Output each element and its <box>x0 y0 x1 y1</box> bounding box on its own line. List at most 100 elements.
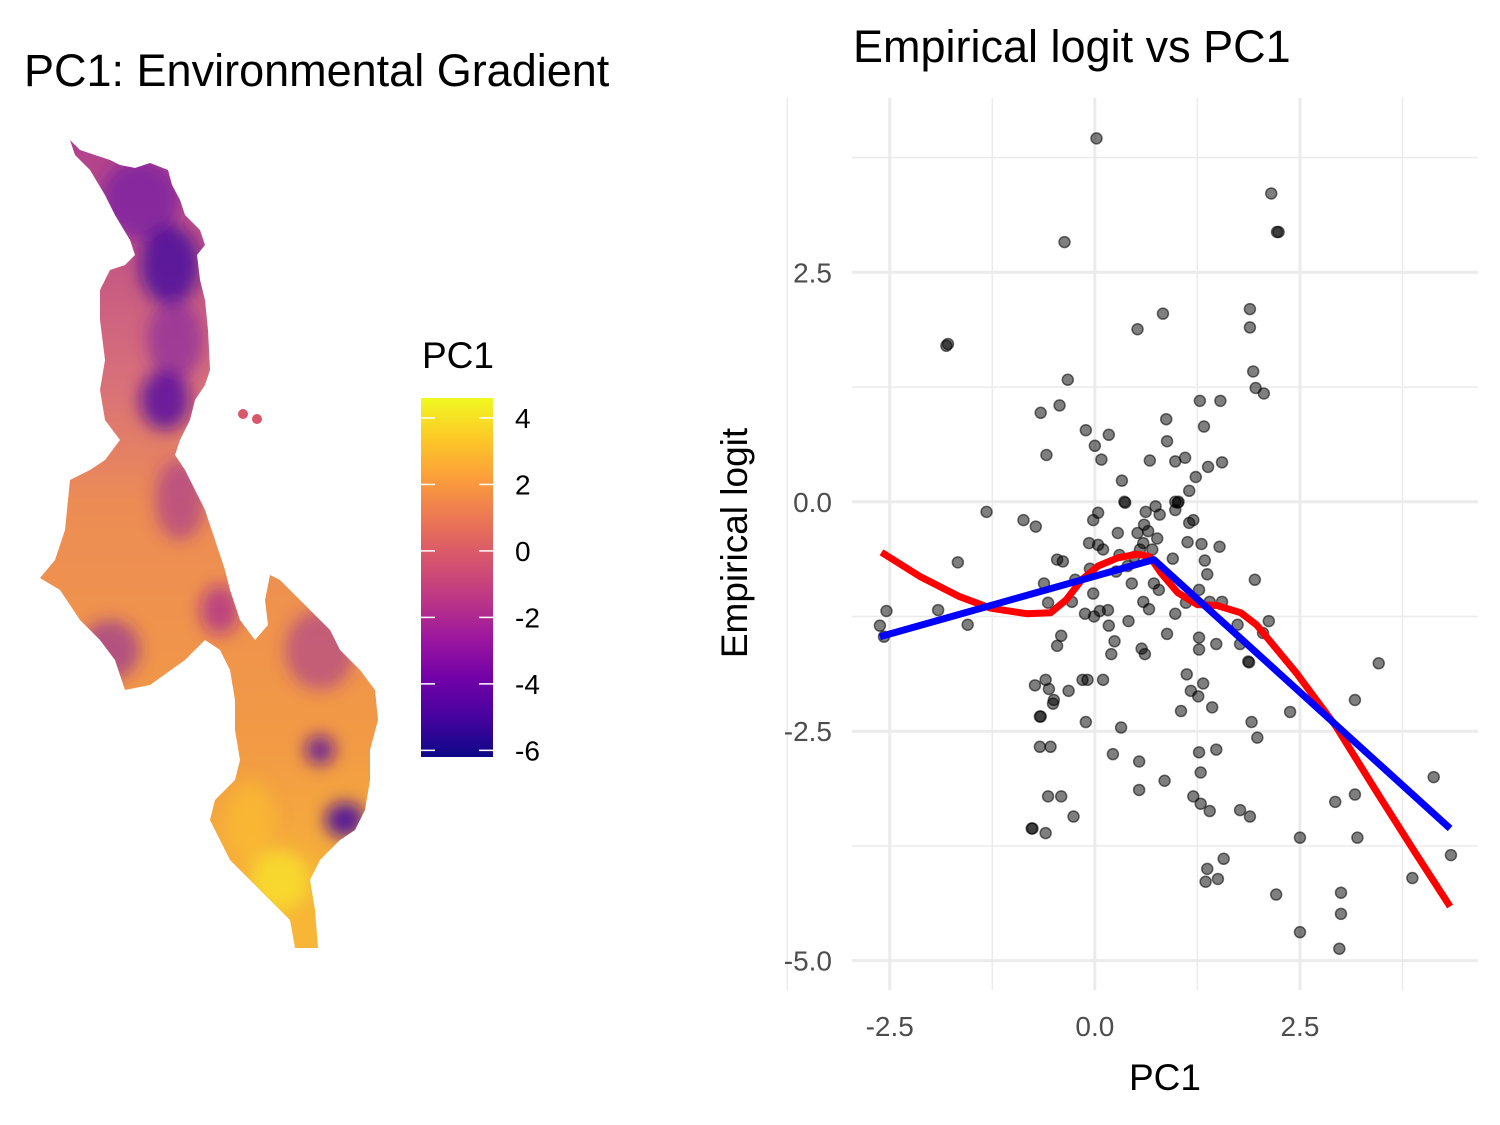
data-point <box>1245 715 1258 729</box>
data-point <box>1427 770 1440 784</box>
data-point <box>1062 684 1075 698</box>
data-point <box>1096 673 1110 687</box>
data-point <box>1243 302 1257 316</box>
data-point <box>1181 535 1194 549</box>
data-point <box>1053 399 1066 412</box>
x-axis-ticks: -2.5 0.0 2.5 <box>866 1011 1320 1042</box>
data-point <box>1293 831 1307 844</box>
colorbar <box>421 398 493 757</box>
data-point <box>1196 677 1210 690</box>
data-point <box>1406 871 1419 885</box>
data-point <box>1192 583 1206 597</box>
data-point <box>1159 412 1173 426</box>
y-axis-title: Empirical logit <box>714 427 755 658</box>
data-point <box>1017 513 1030 527</box>
data-point <box>961 618 974 632</box>
data-point <box>1233 803 1247 817</box>
data-point <box>1191 690 1205 703</box>
data-point <box>1192 631 1206 644</box>
data-point <box>1106 747 1120 761</box>
data-point <box>1029 520 1043 533</box>
data-point <box>1125 577 1139 590</box>
data-point <box>1192 643 1206 656</box>
data-point <box>1056 555 1070 568</box>
data-point <box>1050 639 1064 653</box>
data-point <box>1334 907 1348 921</box>
data-point <box>1243 810 1257 823</box>
data-point <box>1251 731 1264 744</box>
data-point <box>1246 365 1260 378</box>
data-point <box>1028 679 1042 692</box>
data-point <box>1040 448 1053 462</box>
x-axis-title: PC1 <box>1129 1057 1201 1098</box>
y-tick-label: 2.5 <box>793 257 832 288</box>
data-point <box>1333 942 1346 955</box>
grid <box>786 98 1478 990</box>
scatter-title: Empirical logit vs PC1 <box>853 21 1291 72</box>
data-point <box>1187 790 1200 803</box>
data-point <box>1210 743 1223 756</box>
data-point <box>1217 852 1230 866</box>
legend-tick-label: 0 <box>515 536 531 567</box>
data-point <box>1041 596 1055 609</box>
legend-title: PC1 <box>422 335 494 376</box>
y-tick-label: -2.5 <box>784 716 832 747</box>
data-point <box>1192 746 1206 759</box>
data-point <box>1211 872 1225 886</box>
data-point <box>1058 235 1071 249</box>
data-point <box>1169 607 1182 620</box>
data-point <box>1201 862 1214 876</box>
data-point <box>1231 618 1244 632</box>
data-point <box>1178 451 1192 464</box>
data-point <box>1198 554 1212 567</box>
data-point <box>1153 508 1166 521</box>
data-point <box>1039 826 1052 840</box>
data-point <box>1132 783 1146 797</box>
data-point <box>1193 394 1207 408</box>
data-point <box>980 505 993 519</box>
data-point <box>1194 797 1207 810</box>
legend-tick-label: -4 <box>515 669 540 700</box>
data-point <box>1086 587 1100 600</box>
data-point <box>1091 506 1105 520</box>
data-point <box>1160 627 1174 641</box>
data-point <box>1034 710 1047 723</box>
data-point <box>1174 704 1188 718</box>
data-point <box>1199 875 1212 888</box>
data-point <box>1101 603 1115 617</box>
data-point <box>1102 428 1116 442</box>
data-point <box>1272 225 1285 239</box>
map-title: PC1: Environmental Gradient <box>24 45 610 96</box>
data-point <box>1166 552 1180 565</box>
data-point <box>1079 715 1093 729</box>
data-point <box>1034 406 1047 420</box>
data-point <box>1293 925 1307 939</box>
data-point <box>1141 524 1155 538</box>
data-point <box>1243 321 1257 334</box>
data-point <box>1044 740 1057 754</box>
data-point <box>1041 790 1055 803</box>
data-point <box>1131 323 1144 336</box>
points <box>873 132 1458 955</box>
legend-tick-label: 4 <box>515 403 531 434</box>
data-point <box>1205 701 1219 714</box>
data-point <box>1160 434 1174 448</box>
data-point <box>1348 693 1362 707</box>
data-point <box>873 619 887 632</box>
data-point <box>1033 740 1047 754</box>
data-point <box>1088 439 1102 453</box>
y-axis-ticks: 2.5 0.0 -2.5 -5.0 <box>784 257 832 976</box>
data-point <box>1257 387 1271 400</box>
data-point <box>1132 755 1146 768</box>
data-point <box>1214 394 1227 408</box>
data-point <box>1348 788 1362 801</box>
y-tick-label: 0.0 <box>793 487 832 518</box>
data-point <box>1111 526 1125 540</box>
data-point <box>1372 657 1385 670</box>
data-point <box>1081 673 1094 687</box>
data-point <box>941 337 955 351</box>
data-point <box>931 603 945 617</box>
data-point <box>1334 886 1348 899</box>
data-point <box>1090 132 1103 145</box>
x-tick-label: -2.5 <box>866 1011 914 1042</box>
